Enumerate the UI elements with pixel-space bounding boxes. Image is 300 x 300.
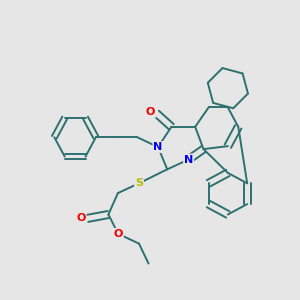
Text: O: O [113, 229, 123, 239]
Text: S: S [135, 178, 143, 188]
Text: N: N [153, 142, 163, 152]
Text: N: N [184, 154, 193, 164]
Text: O: O [146, 107, 155, 117]
Text: O: O [76, 213, 86, 224]
